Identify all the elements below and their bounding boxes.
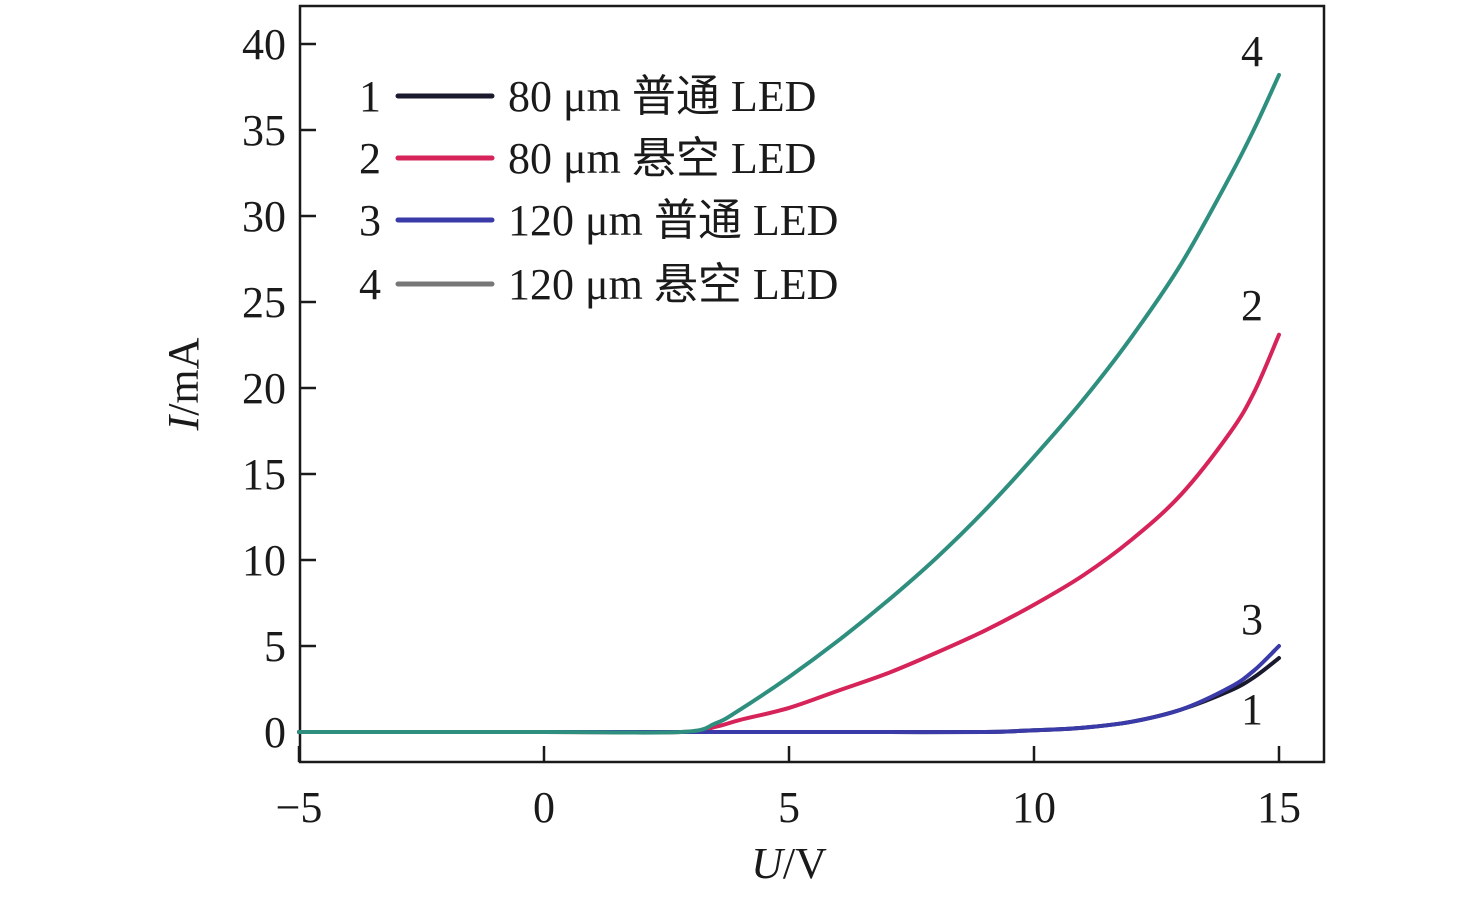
x-tick-label: −5	[276, 783, 323, 832]
y-tick-label: 0	[264, 708, 286, 757]
curve-end-label-2: 2	[1241, 281, 1263, 330]
legend-number-2: 2	[359, 134, 381, 183]
series-line-4	[297, 72, 1281, 735]
y-axis-variable: I	[159, 413, 208, 431]
y-tick-label: 20	[242, 364, 286, 413]
curve-layer	[297, 72, 1281, 735]
legend: 1 80 μm 普通 LED 2 80 μm 悬空 LED 3 120 μm 普通 LED…	[359, 72, 838, 309]
x-axis-ticks: −5 0 5 10 15	[276, 746, 1301, 832]
y-tick-label: 5	[264, 622, 286, 671]
y-tick-label: 10	[242, 536, 286, 585]
curve-end-labels: 1 2 3 4	[1241, 27, 1263, 734]
y-axis-unit: /mA	[159, 337, 208, 415]
legend-number-4: 4	[359, 260, 381, 309]
legend-label-2: 80 μm 悬空 LED	[508, 134, 816, 183]
x-tick-label: 15	[1257, 783, 1301, 832]
x-axis-title: U/V	[751, 839, 827, 888]
legend-label-1: 80 μm 普通 LED	[508, 72, 816, 121]
y-tick-label: 30	[242, 192, 286, 241]
x-tick-label: 5	[778, 783, 800, 832]
y-tick-label: 15	[242, 450, 286, 499]
curve-end-label-1: 1	[1241, 685, 1263, 734]
x-tick-label: 0	[533, 783, 555, 832]
x-axis-unit: /V	[783, 839, 827, 888]
x-axis-variable: U	[751, 839, 786, 888]
legend-number-3: 3	[359, 196, 381, 245]
y-tick-label: 40	[242, 20, 286, 69]
y-axis-title: I/mA	[159, 337, 208, 431]
y-tick-label: 25	[242, 278, 286, 327]
legend-number-1: 1	[359, 72, 381, 121]
x-tick-label: 10	[1012, 783, 1056, 832]
curve-end-label-4: 4	[1241, 27, 1263, 76]
plot-frame	[298, 4, 1326, 764]
y-axis-ticks: 0 5 10 15 20 25 30 35 40	[242, 20, 316, 757]
series-line-2	[297, 332, 1281, 735]
y-tick-label: 35	[242, 106, 286, 155]
legend-label-3: 120 μm 普通 LED	[508, 196, 838, 245]
series-line-3	[297, 644, 1281, 735]
legend-label-4: 120 μm 悬空 LED	[508, 260, 838, 309]
curve-end-label-3: 3	[1241, 595, 1263, 644]
